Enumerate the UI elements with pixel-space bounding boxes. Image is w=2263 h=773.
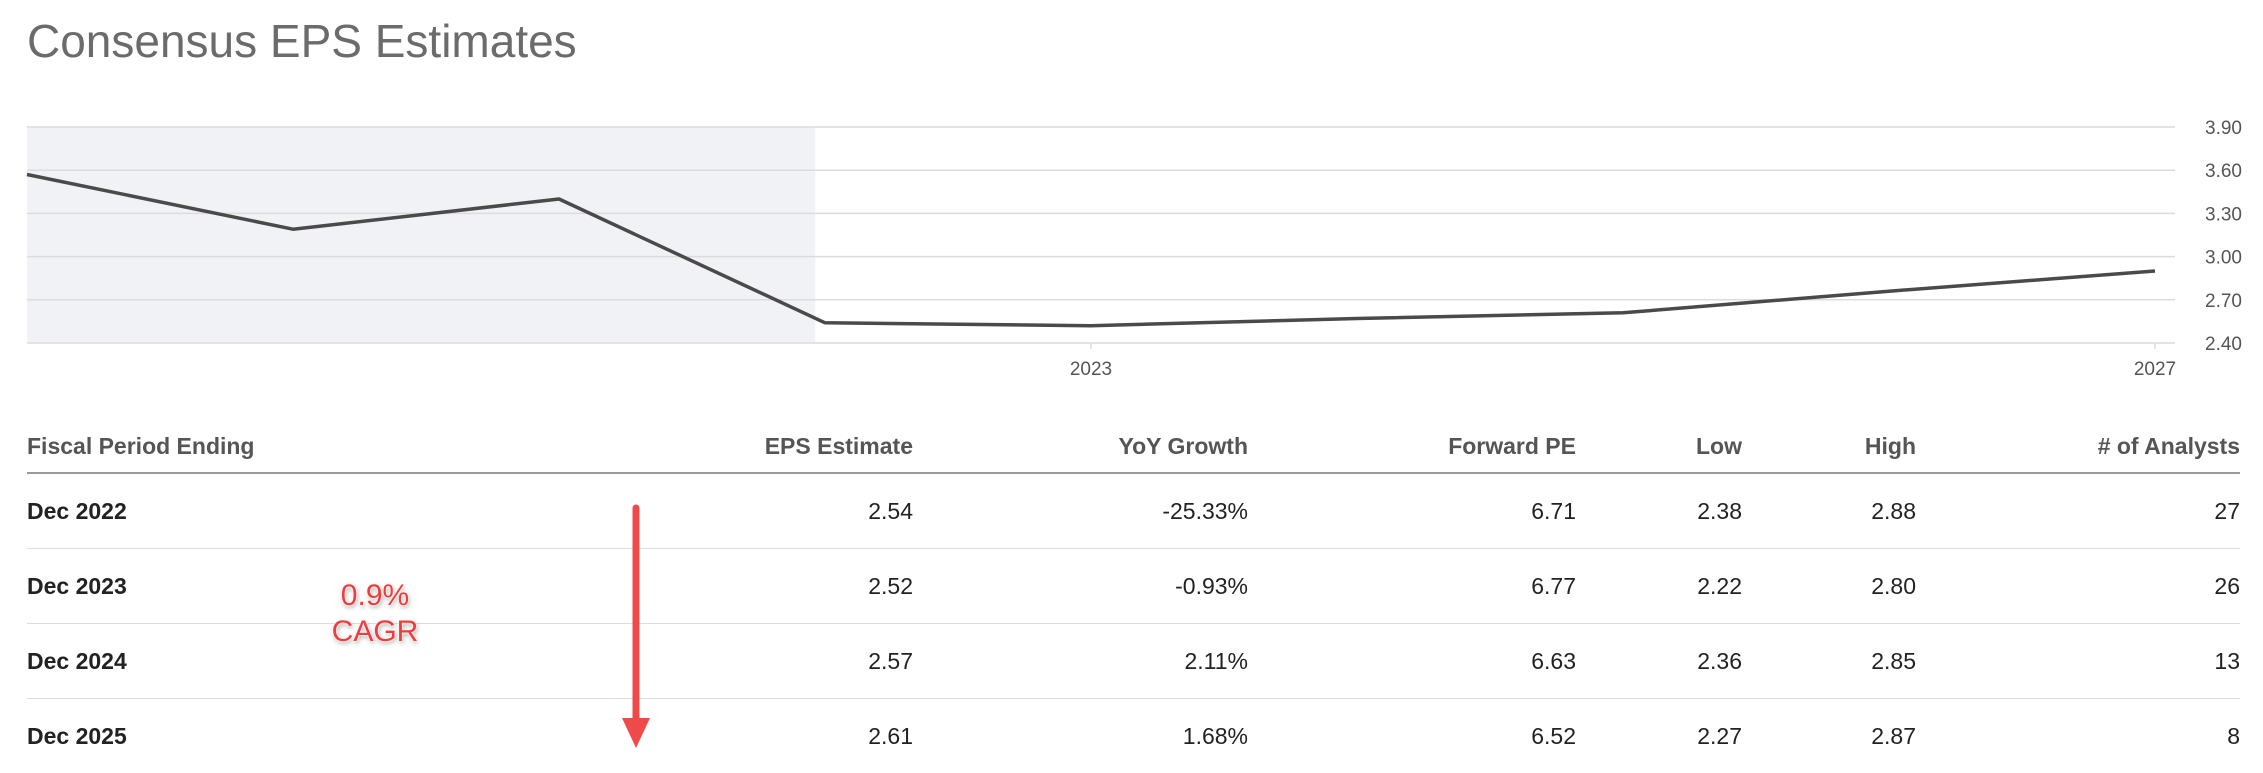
cell-forward-pe: 6.52: [1248, 699, 1576, 773]
x-tick-label: 2027: [2134, 359, 2176, 380]
header-eps-estimate[interactable]: EPS Estimate: [397, 420, 913, 473]
header-high[interactable]: High: [1742, 420, 1916, 473]
y-tick-label: 2.40: [2205, 334, 2242, 355]
cell-high: 2.80: [1742, 549, 1916, 624]
eps-line-chart: 3.90 3.60 3.30 3.00 2.70 2.40 2023 2027: [0, 100, 2263, 400]
y-tick-label: 3.00: [2205, 248, 2242, 269]
cagr-label: CAGR: [300, 614, 450, 650]
cell-num-analysts: 27: [1916, 473, 2240, 549]
header-yoy-growth[interactable]: YoY Growth: [913, 420, 1248, 473]
cell-forward-pe: 6.77: [1248, 549, 1576, 624]
header-low[interactable]: Low: [1576, 420, 1742, 473]
cell-high: 2.87: [1742, 699, 1916, 773]
cell-high: 2.85: [1742, 624, 1916, 699]
table-row: Dec 2022 2.54 -25.33% 6.71 2.38 2.88 27: [27, 473, 2240, 549]
table-header-row: Fiscal Period Ending EPS Estimate YoY Gr…: [27, 420, 2240, 473]
cell-eps-estimate: 2.52: [397, 549, 913, 624]
cell-yoy-growth: -25.33%: [913, 473, 1248, 549]
cell-forward-pe: 6.63: [1248, 624, 1576, 699]
cell-yoy-growth: -0.93%: [913, 549, 1248, 624]
cell-low: 2.38: [1576, 473, 1742, 549]
page-title: Consensus EPS Estimates: [27, 14, 577, 68]
cagr-annotation: 0.9% CAGR: [300, 578, 450, 650]
y-tick-label: 3.60: [2205, 161, 2242, 182]
header-forward-pe[interactable]: Forward PE: [1248, 420, 1576, 473]
cell-fiscal-period: Dec 2022: [27, 473, 397, 549]
cell-low: 2.27: [1576, 699, 1742, 773]
cell-num-analysts: 8: [1916, 699, 2240, 773]
y-tick-label: 2.70: [2205, 291, 2242, 312]
y-tick-label: 3.90: [2205, 118, 2242, 139]
cell-low: 2.22: [1576, 549, 1742, 624]
cell-high: 2.88: [1742, 473, 1916, 549]
historical-shade: [27, 127, 815, 343]
y-tick-label: 3.30: [2205, 204, 2242, 225]
cell-yoy-growth: 2.11%: [913, 624, 1248, 699]
table-row: Dec 2025 2.61 1.68% 6.52 2.27 2.87 8: [27, 699, 2240, 773]
cell-low: 2.36: [1576, 624, 1742, 699]
header-fiscal-period[interactable]: Fiscal Period Ending: [27, 420, 397, 473]
cell-eps-estimate: 2.61: [397, 699, 913, 773]
cell-fiscal-period: Dec 2025: [27, 699, 397, 773]
header-num-analysts[interactable]: # of Analysts: [1916, 420, 2240, 473]
cell-eps-estimate: 2.57: [397, 624, 913, 699]
cagr-value: 0.9%: [300, 578, 450, 614]
cell-eps-estimate: 2.54: [397, 473, 913, 549]
cell-num-analysts: 26: [1916, 549, 2240, 624]
x-tick-label: 2023: [1070, 359, 1112, 380]
cell-num-analysts: 13: [1916, 624, 2240, 699]
cell-forward-pe: 6.71: [1248, 473, 1576, 549]
cell-yoy-growth: 1.68%: [913, 699, 1248, 773]
